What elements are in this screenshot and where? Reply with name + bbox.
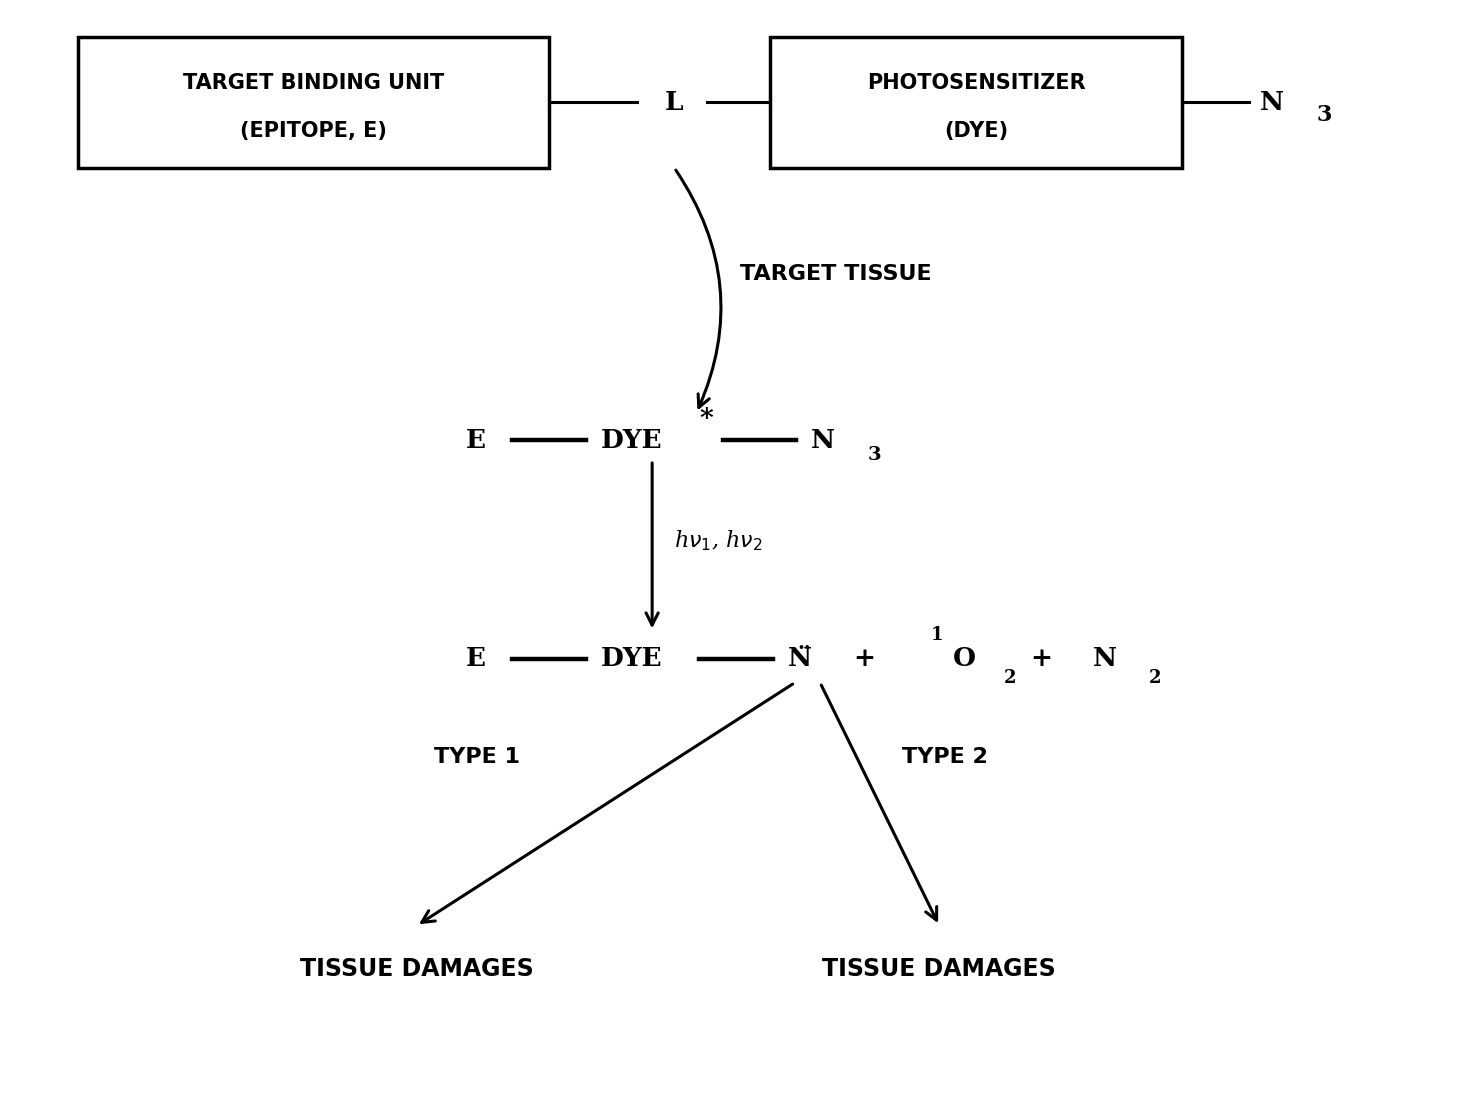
Text: +: + [1029, 646, 1052, 671]
Text: (EPITOPE, E): (EPITOPE, E) [240, 121, 387, 141]
Text: O: O [952, 646, 976, 671]
Text: 3: 3 [868, 445, 881, 464]
Text: 3: 3 [1317, 104, 1331, 126]
Text: TARGET TISSUE: TARGET TISSUE [740, 264, 932, 285]
Text: TISSUE DAMAGES: TISSUE DAMAGES [299, 957, 533, 981]
Text: h$\nu_1$, h$\nu_2$: h$\nu_1$, h$\nu_2$ [674, 528, 763, 553]
Text: (DYE): (DYE) [943, 121, 1009, 141]
Text: TYPE 2: TYPE 2 [902, 746, 988, 767]
Text: TARGET BINDING UNIT: TARGET BINDING UNIT [182, 73, 444, 92]
Text: 1: 1 [930, 625, 943, 644]
Text: N̈: N̈ [788, 646, 812, 671]
Text: N: N [1260, 90, 1284, 114]
Text: 2: 2 [1148, 669, 1161, 687]
Text: 2: 2 [1004, 669, 1016, 687]
Text: E: E [465, 646, 486, 671]
Text: PHOTOSENSITIZER: PHOTOSENSITIZER [866, 73, 1086, 92]
Text: +: + [853, 646, 875, 671]
Text: N: N [1093, 646, 1117, 671]
Text: *: * [699, 407, 712, 431]
Text: N: N [812, 428, 835, 453]
FancyBboxPatch shape [78, 37, 549, 168]
FancyBboxPatch shape [770, 37, 1182, 168]
Text: DYE: DYE [601, 646, 662, 671]
FancyArrowPatch shape [675, 170, 721, 408]
Text: DYE: DYE [601, 428, 662, 453]
Text: L: L [665, 90, 684, 114]
Text: E: E [465, 428, 486, 453]
Text: TISSUE DAMAGES: TISSUE DAMAGES [822, 957, 1056, 981]
Text: TYPE 1: TYPE 1 [434, 746, 520, 767]
